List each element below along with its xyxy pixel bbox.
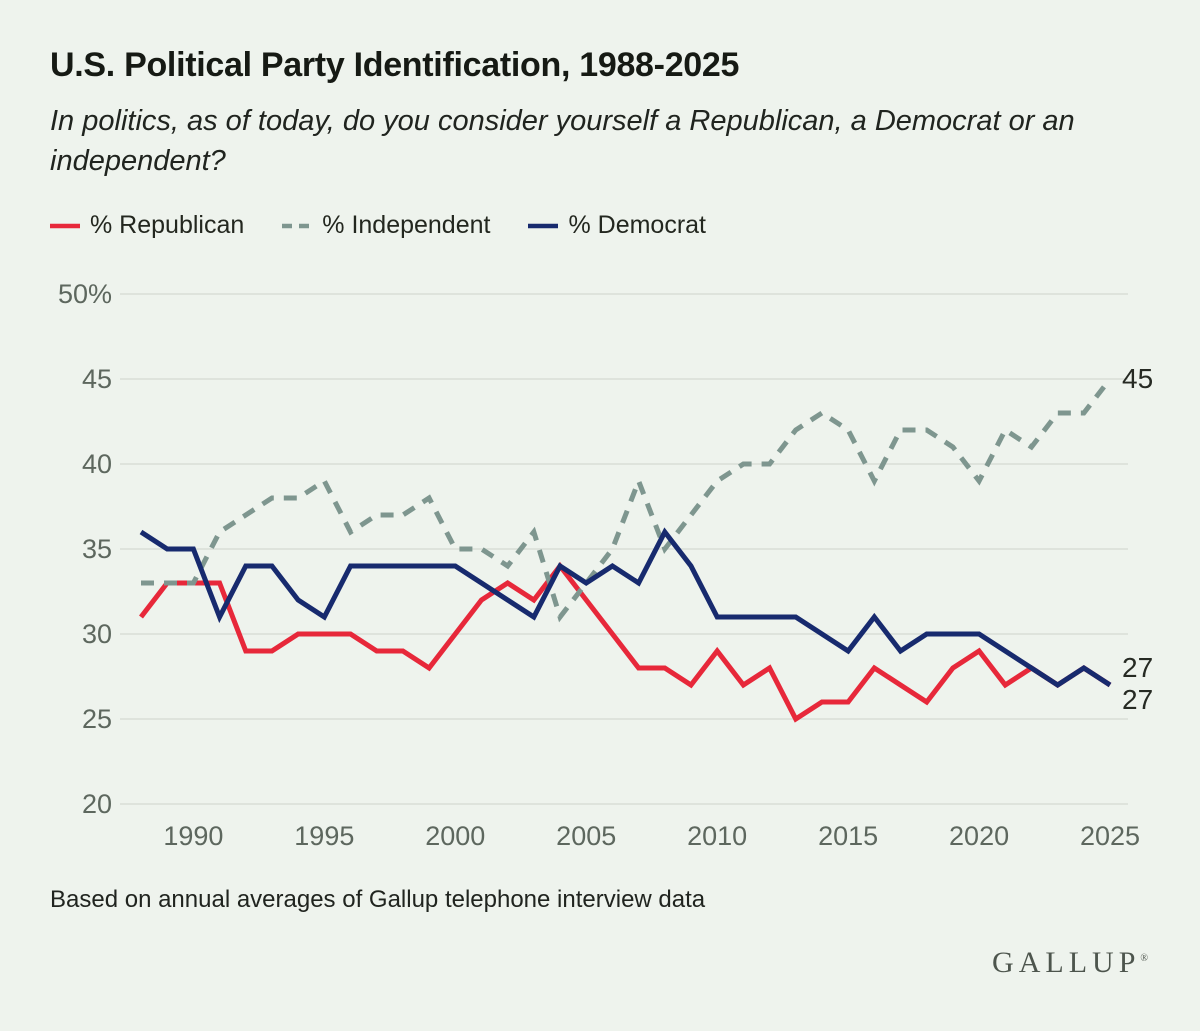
legend-item-democrat: % Democrat	[528, 211, 706, 240]
y-axis-tick-30: 30	[81, 619, 112, 649]
x-axis-tick-1995: 1995	[294, 821, 355, 851]
legend-item-republican: % Republican	[50, 211, 244, 240]
legend-label-republican: % Republican	[90, 211, 245, 239]
y-axis-tick-45: 45	[81, 364, 112, 394]
legend: % Republican % Independent % Democrat	[50, 211, 706, 240]
gallup-logo: GALLUP®	[992, 946, 1148, 980]
independent-end-label: 45	[1122, 363, 1154, 394]
x-axis-tick-1990: 1990	[163, 821, 224, 851]
republican-swatch-icon	[50, 223, 80, 228]
legend-item-independent: % Independent	[282, 211, 490, 240]
legend-label-democrat: % Democrat	[568, 211, 707, 239]
gallup-logo-text: GALLUP	[992, 946, 1141, 979]
democrat-swatch-icon	[528, 223, 559, 228]
x-axis-tick-2005: 2005	[556, 821, 617, 851]
y-axis-tick-40: 40	[81, 449, 112, 479]
y-axis-tick-25: 25	[81, 704, 112, 734]
democrat-end-label: 27	[1122, 652, 1154, 683]
x-axis-tick-2015: 2015	[818, 821, 879, 851]
independent-swatch-icon	[282, 223, 313, 228]
x-axis-tick-2000: 2000	[425, 821, 486, 851]
legend-label-independent: % Independent	[322, 211, 491, 239]
republican-end-label: 27	[1122, 684, 1154, 715]
independent-line	[141, 377, 1113, 623]
y-axis-tick-50: 50%	[57, 279, 112, 309]
x-axis-tick-2010: 2010	[687, 821, 748, 851]
x-axis-tick-2020: 2020	[949, 821, 1010, 851]
source-note: Based on annual averages of Gallup telep…	[50, 886, 706, 913]
page-title: U.S. Political Party Identification, 198…	[50, 46, 740, 84]
y-axis-tick-35: 35	[81, 534, 112, 564]
registered-trademark-icon: ®	[1140, 953, 1148, 964]
democrat-line	[139, 527, 1112, 688]
republican-line	[139, 561, 1112, 723]
x-axis-tick-2025: 2025	[1079, 821, 1141, 851]
page-subtitle: In politics, as of today, do you conside…	[50, 105, 1075, 178]
y-axis-tick-20: 20	[81, 789, 112, 819]
